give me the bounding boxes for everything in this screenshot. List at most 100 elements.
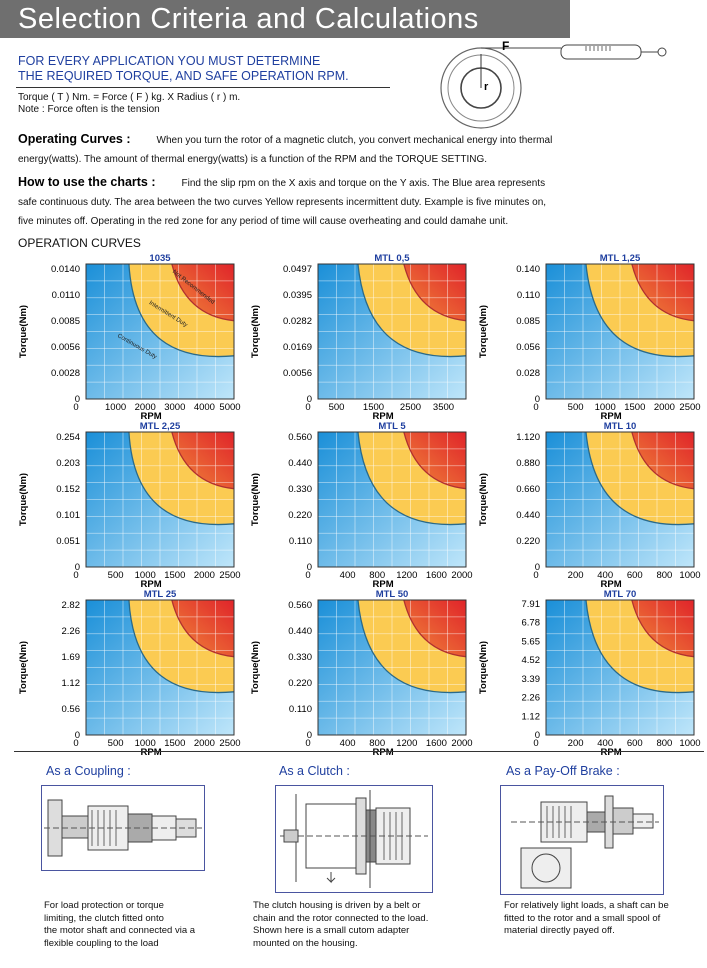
plot-frame: [545, 599, 695, 736]
intermittent-duty-curve: [403, 600, 466, 658]
y-tick-label: 0.440: [288, 458, 312, 469]
not-recommended-area: [403, 264, 466, 321]
y-axis-label: Torque(Nm): [18, 641, 29, 694]
continuous-duty-curve: [357, 432, 466, 526]
y-tick-label: 0.110: [517, 290, 540, 301]
howto-text-1: Find the slip rpm on the X axis and torq…: [181, 178, 546, 189]
chart-8: MTL 50 0.110 0.220 0.330 0.440 0.560 0 0 400 800 1…: [246, 588, 474, 768]
y-tick-label: 2.82: [62, 600, 81, 611]
y-tick-label: 3.39: [522, 674, 541, 685]
y-tick-label: 0.0056: [283, 368, 312, 379]
x-tick-label: 600: [627, 570, 643, 581]
x-tick-label: 3500: [433, 402, 454, 413]
intro-line-2: THE REQUIRED TORQUE, AND SAFE OPERATION …: [18, 69, 349, 83]
intermittent-duty-curve: [403, 432, 466, 490]
x-tick-label: 2000: [451, 738, 472, 749]
clutch-text-line: chain and the rotor connected to the loa…: [253, 912, 429, 924]
not-recommended-area: [171, 600, 234, 657]
not-recommended-area: [171, 264, 234, 321]
coupling-description: For load protection or torque limiting, …: [44, 900, 244, 950]
x-tick-label: 600: [627, 738, 643, 749]
x-tick-label: 800: [369, 570, 385, 581]
y-tick-label: 0.110: [289, 704, 312, 715]
torque-figure: F r: [440, 40, 667, 129]
howto-heading: How to use the charts :: [18, 175, 156, 189]
intro-line-1: FOR EVERY APPLICATION YOU MUST DETERMINE: [18, 54, 321, 68]
continuous-duty-curve: [585, 264, 694, 358]
coupling-text-line: flexible coupling to the load: [44, 937, 159, 949]
y-tick-label: 0.880: [516, 458, 540, 469]
y-tick-label: 0.560: [288, 432, 312, 443]
x-tick-label: 200: [568, 570, 584, 581]
continuous-duty-curve: [128, 264, 234, 358]
intermittent-duty-curve: [403, 264, 466, 322]
not-recommended-area: [403, 600, 466, 657]
not-recommended-area: [171, 432, 234, 489]
x-tick-label: 400: [597, 570, 613, 581]
y-tick-label: 0: [535, 562, 540, 573]
not-recommended-area: [631, 264, 694, 321]
clutch-description: The clutch housing is driven by a belt o…: [253, 900, 473, 950]
y-tick-label: 0.152: [56, 484, 80, 495]
coupling-illustration: [41, 785, 205, 871]
y-tick-label: 6.78: [522, 618, 541, 629]
x-axis-label: RPM: [601, 411, 622, 422]
coupling-text-line: the motor shaft and connected via a: [44, 925, 196, 936]
x-tick-label: 0: [73, 570, 78, 581]
plot-frame: [317, 431, 467, 568]
y-tick-label: 0.051: [56, 536, 80, 547]
y-tick-label: 0: [75, 730, 80, 741]
x-axis-label: RPM: [601, 747, 622, 758]
figure-force-label: F: [502, 40, 509, 53]
x-tick-label: 2000: [451, 570, 472, 581]
chart-4: MTL 2,25 0.051 0.101 0.152 0.203 0.254 0 0 500 10…: [14, 420, 242, 600]
x-tick-label: 400: [340, 738, 356, 749]
intermittent-duty-curve: [171, 264, 234, 322]
x-tick-label: 1200: [396, 570, 417, 581]
x-tick-label: 500: [108, 570, 124, 581]
x-tick-label: 5000: [219, 402, 240, 413]
x-tick-label: 800: [656, 738, 672, 749]
intermittent-duty-curve: [631, 264, 694, 322]
operation-curves-title: OPERATION CURVES: [18, 236, 141, 250]
continuous-duty-curve: [357, 264, 466, 358]
x-tick-label: 0: [305, 570, 310, 581]
x-tick-label: 1500: [363, 402, 384, 413]
clutch-title: As a Clutch :: [279, 764, 350, 778]
payoff-text-line: material directly payed off.: [504, 925, 615, 936]
y-tick-label: 0.560: [288, 600, 312, 611]
y-tick-label: 0.0282: [283, 316, 312, 327]
y-tick-label: 0.085: [516, 316, 540, 327]
y-tick-label: 0: [535, 394, 540, 405]
y-tick-label: 2.26: [62, 626, 81, 637]
y-tick-label: 0.330: [288, 652, 312, 663]
operating-curves-paragraph: Operating Curves : When you turn the roto…: [18, 130, 688, 169]
payoff-text-line: For relatively light loads, a shaft can …: [504, 900, 669, 911]
chart-title: MTL 1,25: [600, 253, 641, 264]
x-tick-label: 2000: [135, 402, 156, 413]
x-axis-label: RPM: [141, 411, 162, 422]
x-tick-label: 4000: [194, 402, 215, 413]
intermittent-duty-curve: [631, 432, 694, 490]
y-tick-label: 2.26: [522, 693, 541, 704]
chart-title: MTL 70: [604, 589, 637, 600]
x-tick-label: 800: [369, 738, 385, 749]
x-tick-label: 1000: [595, 402, 616, 413]
y-tick-label: 4.52: [522, 655, 541, 666]
y-tick-label: 0.110: [289, 536, 312, 547]
y-tick-label: 0.220: [288, 678, 312, 689]
x-axis-label: RPM: [373, 579, 394, 590]
x-tick-label: 2500: [219, 570, 240, 581]
section-divider: [14, 751, 704, 752]
x-tick-label: 1200: [396, 738, 417, 749]
chart-title: 1035: [149, 253, 171, 264]
y-tick-label: 0: [75, 562, 80, 573]
continuous-duty-curve: [585, 600, 694, 694]
x-tick-label: 1500: [164, 738, 185, 749]
clutch-text-line: The clutch housing is driven by a belt o…: [253, 900, 421, 911]
y-tick-label: 0.056: [516, 342, 540, 353]
intermittent-duty-curve: [171, 432, 234, 490]
x-tick-label: 2500: [219, 738, 240, 749]
intermittent-duty-curve: [171, 600, 234, 658]
y-tick-label: 0: [307, 562, 312, 573]
